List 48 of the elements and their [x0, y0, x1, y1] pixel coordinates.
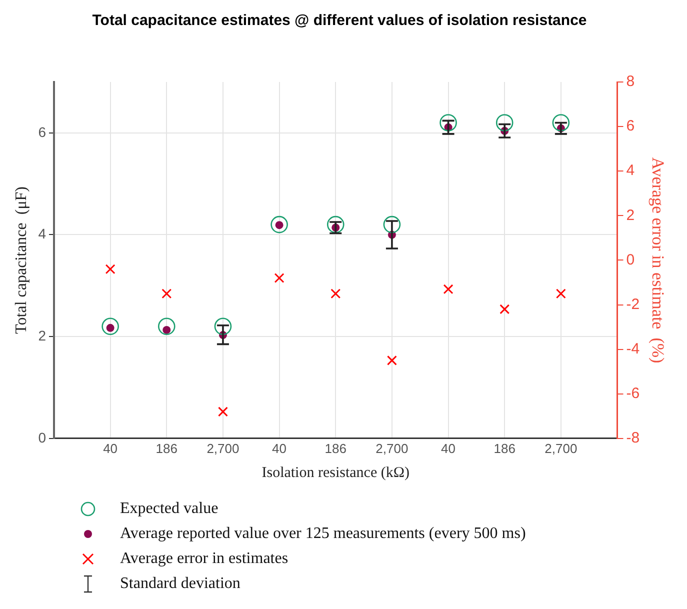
x-tick-label: 2,700 [376, 440, 408, 456]
point [270, 216, 288, 234]
point [443, 284, 454, 294]
point [556, 288, 566, 299]
y2-tick-label: 0 [626, 251, 635, 268]
y-tick-label: 0 [38, 429, 46, 446]
point [496, 114, 514, 132]
y-tick-label: 2 [38, 327, 46, 344]
point [552, 114, 570, 132]
x-tick-label: 40 [441, 440, 456, 456]
y-axis-title: Total capacitance (μF) [12, 186, 30, 334]
y2-tick-label: 6 [626, 118, 635, 135]
point [214, 318, 232, 336]
legend-label: Expected value [120, 500, 218, 518]
point [330, 288, 341, 299]
point [386, 355, 397, 366]
legend-label: Average reported value over 125 measurements (every 500 ms) [120, 524, 526, 542]
point [162, 288, 172, 299]
point [274, 273, 284, 284]
y2-tick-label: 2 [626, 206, 635, 224]
x-tick-label: 186 [156, 440, 178, 456]
y2-tick-label: 4 [626, 162, 635, 180]
legend-label: Average error in estimates [120, 550, 288, 568]
x-tick-label: 186 [324, 440, 346, 456]
x-tick-label: 2,700 [206, 440, 240, 456]
point [102, 318, 119, 336]
text: Standard deviation [120, 574, 240, 592]
point [440, 114, 457, 132]
x-tick-label: 40 [103, 440, 118, 456]
x-tick-label: 2,700 [544, 440, 578, 456]
chart-title: Total capacitance estimates @ different values of isolation resistance [92, 12, 587, 30]
x-axis-title: Isolation resistance (kΩ) [262, 464, 410, 481]
point [383, 216, 401, 234]
x-tick-label: 40 [272, 440, 287, 456]
point [218, 406, 228, 417]
y2-tick-label: -4 [626, 340, 640, 358]
y-tick-label: 4 [38, 226, 46, 242]
y2-tick-label: -6 [626, 384, 640, 402]
point [158, 318, 176, 336]
point [326, 216, 344, 234]
y2-tick-label: 8 [626, 73, 635, 90]
x-tick-label: 186 [494, 440, 516, 456]
y-tick-label: 6 [38, 124, 46, 140]
y2-tick-label: -2 [626, 296, 640, 313]
y2-tick-label: -8 [626, 430, 640, 447]
point [105, 264, 116, 274]
point [500, 304, 510, 314]
y2-axis-title: Average error in estimate (%) [648, 157, 668, 364]
